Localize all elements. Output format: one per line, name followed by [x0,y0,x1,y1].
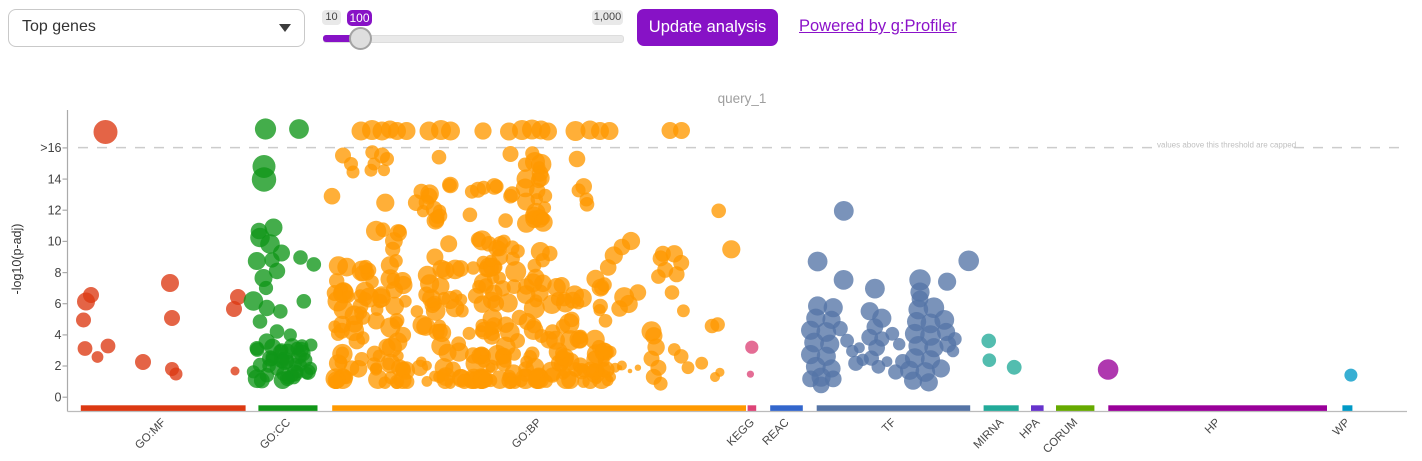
svg-text:0: 0 [55,390,62,404]
svg-text:MIRNA: MIRNA [972,416,1007,451]
svg-text:>16: >16 [40,141,61,155]
svg-text:CORUM: CORUM [1041,417,1080,456]
svg-text:2: 2 [55,359,62,373]
svg-text:10: 10 [48,235,62,249]
svg-text:-log10(p-adj): -log10(p-adj) [10,224,24,295]
svg-text:query_1: query_1 [718,91,767,106]
svg-text:KEGG: KEGG [725,417,757,449]
svg-text:GO:MF: GO:MF [133,417,168,452]
svg-text:GO:BP: GO:BP [510,416,544,450]
svg-text:TF: TF [880,417,898,435]
svg-text:HP: HP [1203,416,1223,436]
svg-text:REAC: REAC [761,417,792,448]
svg-text:WP: WP [1331,416,1353,438]
svg-text:6: 6 [55,297,62,311]
svg-text:values above this threshold ar: values above this threshold are capped [1157,141,1296,150]
svg-text:GO:CC: GO:CC [258,417,293,452]
svg-text:12: 12 [48,203,62,217]
svg-text:4: 4 [55,328,62,342]
svg-text:HPA: HPA [1018,416,1043,441]
svg-text:14: 14 [48,172,62,186]
svg-text:8: 8 [55,266,62,280]
